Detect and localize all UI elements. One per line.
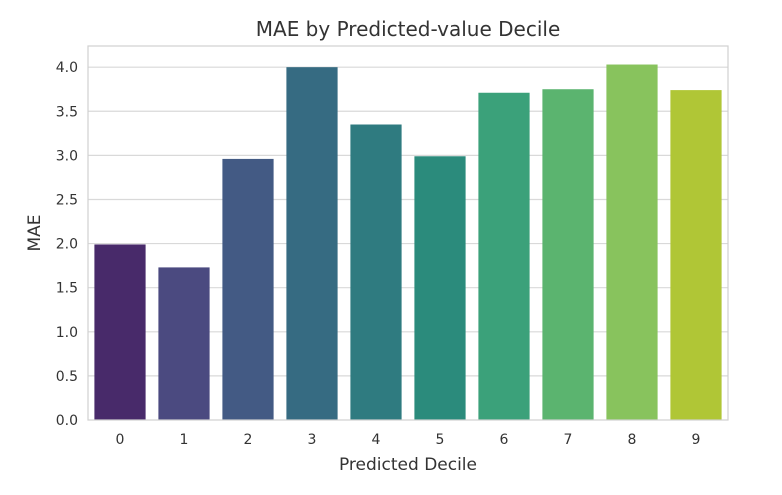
x-tick-label: 4	[372, 432, 381, 448]
y-tick-label: 2.0	[56, 237, 78, 253]
y-tick-label: 0.0	[56, 413, 78, 429]
bar-decile-8	[606, 64, 658, 420]
y-tick-label: 1.5	[56, 281, 78, 297]
bar-decile-3	[286, 67, 338, 421]
x-tick-label: 2	[244, 432, 253, 448]
plot-frame	[87, 45, 729, 421]
y-tick-label: 4.0	[56, 60, 78, 76]
bar-decile-7	[542, 89, 594, 421]
x-tick-label: 3	[308, 432, 317, 448]
y-tick-label: 1.0	[56, 325, 78, 341]
bar-decile-0	[94, 244, 146, 420]
bar-decile-5	[414, 156, 466, 420]
y-tick-label: 0.5	[56, 369, 78, 385]
x-tick-label: 8	[628, 432, 637, 448]
bar-decile-9	[670, 90, 722, 421]
x-axis-label: Predicted Decile	[339, 455, 477, 475]
y-tick-label: 3.0	[56, 148, 78, 164]
bar-decile-6	[478, 92, 530, 420]
chart-title: MAE by Predicted-value Decile	[256, 17, 561, 41]
x-tick-labels: 0 1 2 3 4 5 6 7 8 9	[116, 432, 701, 448]
x-tick-label: 5	[436, 432, 445, 448]
x-tick-label: 6	[500, 432, 509, 448]
bars	[94, 64, 722, 421]
x-tick-label: 7	[564, 432, 573, 448]
x-tick-label: 9	[692, 432, 701, 448]
y-tick-label: 3.5	[56, 104, 78, 120]
y-tick-label: 2.5	[56, 192, 78, 208]
x-tick-label: 0	[116, 432, 125, 448]
bar-decile-1	[158, 267, 210, 420]
y-tick-labels: 0.0 0.5 1.0 1.5 2.0 2.5 3.0 3.5 4.0	[56, 60, 78, 429]
bar-decile-2	[222, 158, 274, 421]
x-tick-label: 1	[180, 432, 189, 448]
bar-decile-4	[350, 124, 402, 421]
y-axis-label: MAE	[25, 214, 45, 251]
